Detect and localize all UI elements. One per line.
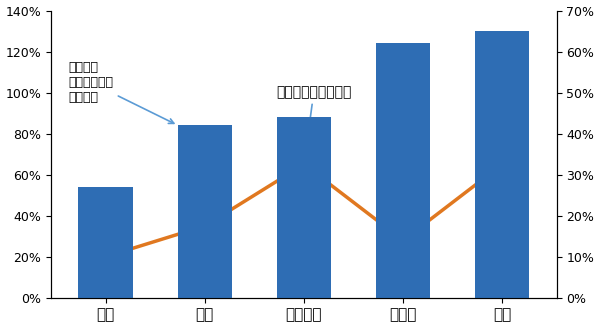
Text: 62%: 62% (388, 214, 418, 228)
Text: 27%: 27% (91, 230, 121, 244)
Bar (376, 43, 430, 298)
Text: 食料自給率（左軸）: 食料自給率（左軸） (276, 85, 352, 160)
Text: 65%: 65% (487, 138, 518, 152)
Bar (475, 31, 529, 298)
Text: 政府支出
対農業産出額
（右軸）: 政府支出 対農業産出額 （右軸） (68, 61, 174, 123)
Bar (178, 125, 232, 298)
Text: 44%: 44% (289, 138, 319, 152)
Bar (79, 187, 133, 298)
Bar (277, 117, 331, 298)
Text: 42%: 42% (190, 200, 220, 214)
